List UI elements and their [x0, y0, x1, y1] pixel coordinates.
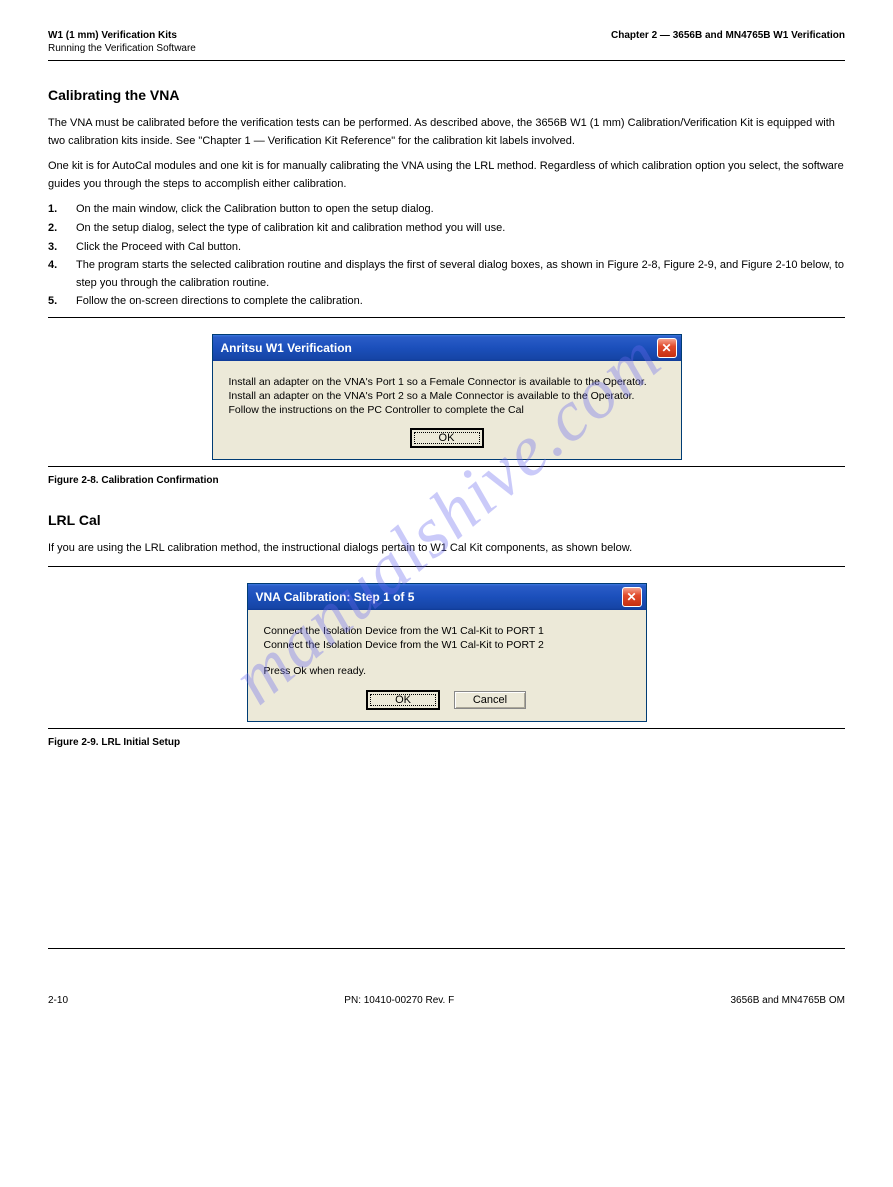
- fig-top-rule: [48, 317, 845, 318]
- step-num: 4.: [48, 257, 76, 292]
- dialog-msg-line: Follow the instructions on the PC Contro…: [229, 403, 665, 417]
- page-footer: 2-10 PN: 10410-00270 Rev. F 3656B and MN…: [48, 989, 845, 1006]
- ok-button[interactable]: OK: [367, 691, 439, 709]
- dialog-msg-line: Connect the Isolation Device from the W1…: [264, 624, 630, 638]
- dialog-msg-line: Install an adapter on the VNA's Port 1 s…: [229, 375, 665, 389]
- dialog-msg-line: Connect the Isolation Device from the W1…: [264, 638, 630, 652]
- step-text: On the main window, click the Calibratio…: [76, 201, 434, 219]
- step-num: 1.: [48, 201, 76, 219]
- step-text: The program starts the selected calibrat…: [76, 257, 845, 292]
- step-text: Follow the on-screen directions to compl…: [76, 293, 363, 311]
- chapter-link[interactable]: "Chapter 1 — Verification Kit Reference": [198, 135, 395, 147]
- step-num: 3.: [48, 239, 76, 257]
- figure-2-8: Anritsu W1 Verification ✕ Install an ada…: [48, 334, 845, 461]
- fig-bottom-rule: [48, 466, 845, 467]
- close-icon[interactable]: ✕: [622, 587, 642, 607]
- step-num: 5.: [48, 293, 76, 311]
- fig2-top-rule: [48, 566, 845, 567]
- cancel-button[interactable]: Cancel: [454, 691, 526, 709]
- step-text: Click the Proceed with Cal button.: [76, 239, 241, 257]
- dialog-body: Install an adapter on the VNA's Port 1 s…: [213, 361, 681, 460]
- para-intro-2: One kit is for AutoCal modules and one k…: [48, 158, 845, 193]
- dialog-title: Anritsu W1 Verification: [221, 341, 352, 355]
- figure-2-9: VNA Calibration: Step 1 of 5 ✕ Connect t…: [48, 583, 845, 722]
- section-title-calibrating: Calibrating the VNA: [48, 87, 845, 103]
- page-number: 2-10: [48, 995, 68, 1006]
- header-rule: [48, 60, 845, 61]
- dialog-anritsu-verification: Anritsu W1 Verification ✕ Install an ada…: [212, 334, 682, 461]
- steps-list: 1.On the main window, click the Calibrat…: [48, 201, 845, 311]
- doc-subheading-left: Running the Verification Software: [48, 43, 196, 54]
- section-title-lrl: LRL Cal: [48, 512, 845, 528]
- list-item: 4.The program starts the selected calibr…: [48, 257, 845, 292]
- dialog-titlebar[interactable]: Anritsu W1 Verification ✕: [213, 335, 681, 361]
- dialog-msg-line: Press Ok when ready.: [264, 664, 630, 678]
- dialog-msg-line: Install an adapter on the VNA's Port 2 s…: [229, 389, 665, 403]
- dialog-vna-calibration: VNA Calibration: Step 1 of 5 ✕ Connect t…: [247, 583, 647, 722]
- figure-caption-2-9: Figure 2-9. LRL Initial Setup: [48, 737, 845, 748]
- dialog-body: Connect the Isolation Device from the W1…: [248, 610, 646, 721]
- dialog-title: VNA Calibration: Step 1 of 5: [256, 590, 415, 604]
- list-item: 3.Click the Proceed with Cal button.: [48, 239, 845, 257]
- doc-breadcrumb-left: W1 (1 mm) Verification Kits: [48, 30, 196, 41]
- para-intro-1: The VNA must be calibrated before the ve…: [48, 115, 845, 150]
- list-item: 2.On the setup dialog, select the type o…: [48, 220, 845, 238]
- dialog-titlebar[interactable]: VNA Calibration: Step 1 of 5 ✕: [248, 584, 646, 610]
- figure-caption-2-8: Figure 2-8. Calibration Confirmation: [48, 475, 845, 486]
- ok-button[interactable]: OK: [411, 429, 483, 447]
- footer-rule: [48, 948, 845, 949]
- list-item: 5.Follow the on-screen directions to com…: [48, 293, 845, 311]
- fig2-bottom-rule: [48, 728, 845, 729]
- step-num: 2.: [48, 220, 76, 238]
- doc-pn: PN: 10410-00270 Rev. F: [344, 995, 454, 1006]
- close-icon[interactable]: ✕: [657, 338, 677, 358]
- doc-breadcrumb-right: Chapter 2 — 3656B and MN4765B W1 Verific…: [611, 30, 845, 41]
- para-lrl: If you are using the LRL calibration met…: [48, 540, 845, 558]
- doc-model: 3656B and MN4765B OM: [730, 995, 845, 1006]
- list-item: 1.On the main window, click the Calibrat…: [48, 201, 845, 219]
- step-text: On the setup dialog, select the type of …: [76, 220, 505, 238]
- para-intro-1b: for the calibration kit labels involved.: [398, 135, 575, 147]
